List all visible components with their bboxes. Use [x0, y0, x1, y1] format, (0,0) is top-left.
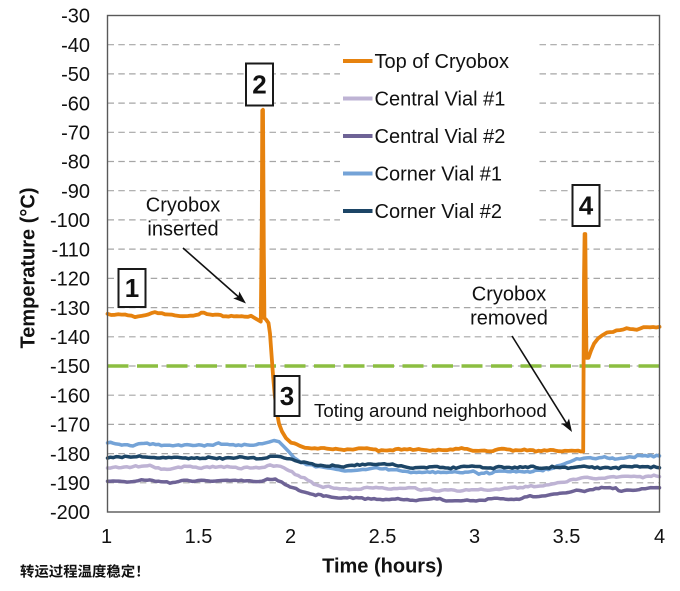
svg-text:Central Vial #1: Central Vial #1	[375, 89, 506, 111]
svg-text:Cryobox: Cryobox	[146, 195, 220, 217]
svg-text:2: 2	[252, 70, 266, 100]
svg-text:4: 4	[579, 191, 594, 221]
svg-text:1: 1	[101, 526, 112, 548]
svg-text:4: 4	[654, 526, 665, 548]
svg-text:1: 1	[125, 273, 139, 303]
svg-text:-50: -50	[61, 64, 90, 86]
svg-text:inserted: inserted	[147, 219, 218, 241]
svg-text:-130: -130	[50, 298, 90, 320]
svg-text:-180: -180	[50, 444, 90, 466]
svg-text:Temperature (°C): Temperature (°C)	[18, 188, 40, 349]
svg-text:2.5: 2.5	[369, 526, 397, 548]
svg-text:-30: -30	[61, 6, 90, 28]
svg-text:Cryobox: Cryobox	[472, 284, 546, 306]
svg-text:3: 3	[280, 381, 294, 411]
svg-text:-80: -80	[61, 152, 90, 174]
svg-text:Top of Cryobox: Top of Cryobox	[375, 51, 510, 73]
svg-text:-150: -150	[50, 356, 90, 378]
svg-text:Central Vial #2: Central Vial #2	[375, 126, 506, 148]
svg-text:-190: -190	[50, 473, 90, 495]
svg-text:-160: -160	[50, 385, 90, 407]
svg-text:1.5: 1.5	[185, 526, 213, 548]
svg-text:Time (hours): Time (hours)	[322, 556, 443, 578]
svg-text:Corner Vial #1: Corner Vial #1	[375, 164, 502, 186]
svg-text:-120: -120	[50, 269, 90, 291]
svg-text:removed: removed	[470, 308, 548, 330]
svg-text:-110: -110	[51, 239, 90, 261]
svg-text:-100: -100	[50, 210, 90, 232]
svg-text:-60: -60	[61, 93, 90, 115]
svg-text:-170: -170	[50, 415, 90, 437]
svg-text:-140: -140	[50, 327, 90, 349]
svg-text:Corner Vial #2: Corner Vial #2	[375, 201, 502, 223]
svg-text:-40: -40	[61, 35, 90, 57]
svg-text:-90: -90	[61, 181, 90, 203]
svg-text:-200: -200	[50, 502, 90, 524]
svg-text:2: 2	[285, 526, 296, 548]
svg-text:Toting around neighborhood: Toting around neighborhood	[314, 400, 547, 421]
svg-text:3.5: 3.5	[553, 526, 581, 548]
svg-text:3: 3	[469, 526, 480, 548]
svg-text:-70: -70	[61, 123, 90, 145]
